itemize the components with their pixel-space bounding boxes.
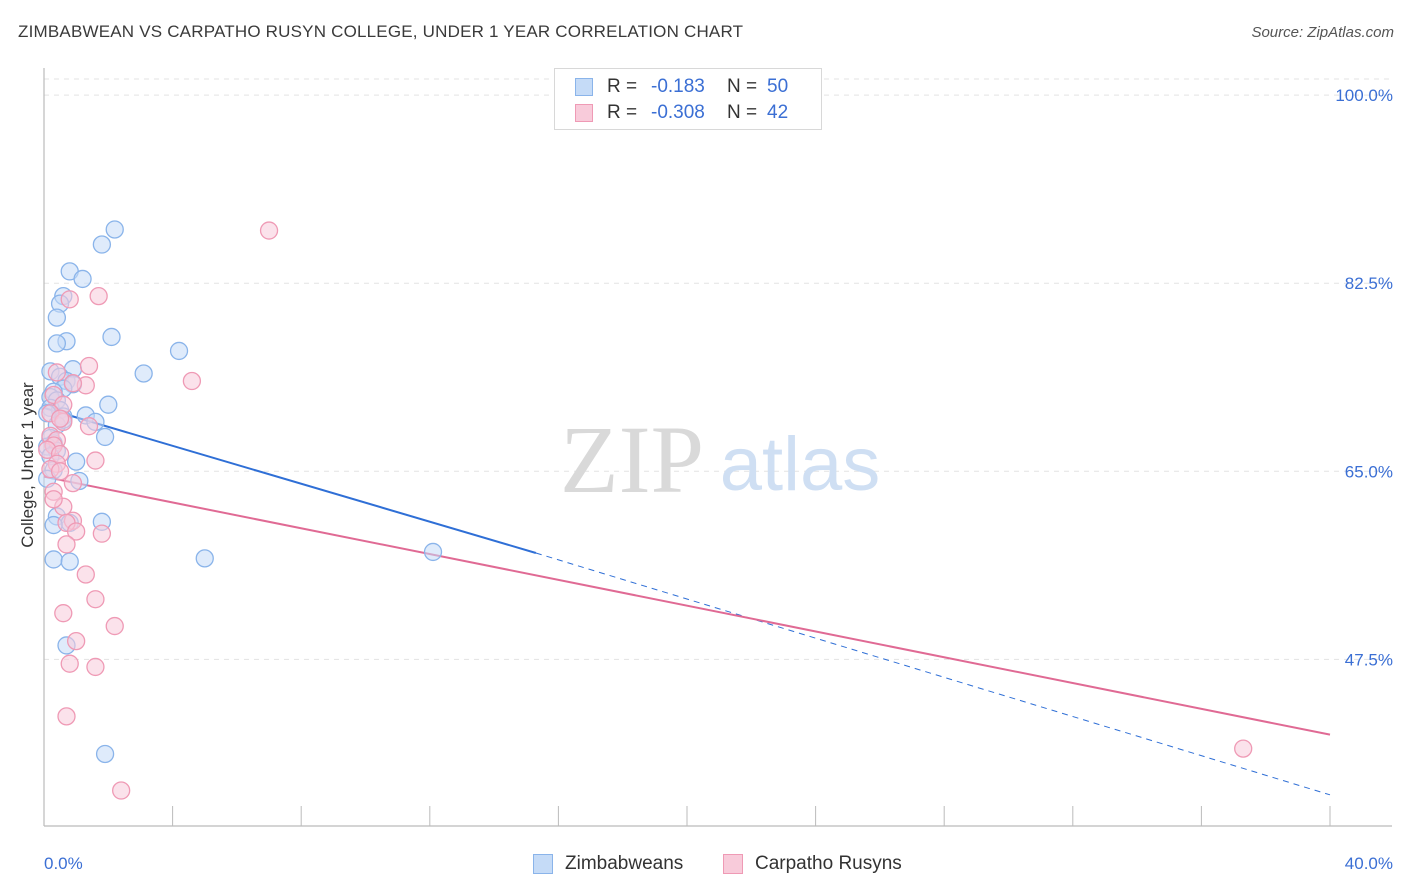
legend-n-value: 50 [767,76,789,97]
point-zimbabwean [102,327,121,347]
point-zimbabwean [73,269,92,289]
legend-r-value: -0.308 [651,102,705,123]
source-label: Source: ZipAtlas.com [1251,24,1394,41]
point-carpatho-rusyn [44,490,63,509]
point-carpatho-rusyn [50,409,70,428]
point-carpatho-rusyn [67,522,86,541]
point-carpatho-rusyn [79,356,99,376]
data-points [38,220,1253,800]
point-carpatho-rusyn [86,590,105,609]
grid-lines [44,78,1392,660]
legend-r-label: R = [607,76,638,97]
point-carpatho-rusyn [57,535,76,554]
chart-title: ZIMBABWEAN VS CARPATHO RUSYN COLLEGE, UN… [18,22,744,41]
point-carpatho-rusyn [1234,739,1253,758]
point-carpatho-rusyn [47,363,67,382]
point-carpatho-rusyn [89,286,108,306]
legend-swatch-blue [575,78,593,96]
legend-n-value: 42 [767,102,789,123]
point-zimbabwean [95,427,115,447]
bottom-legend-carpatho-rusyns: Carpatho Rusyns [723,852,902,876]
point-carpatho-rusyn [105,616,124,636]
bottom-legend-zimbabweans: Zimbabweans [533,852,683,876]
point-carpatho-rusyn [259,221,279,240]
point-zimbabwean [47,308,67,327]
trendline-zimbabweans-extension [535,552,1331,796]
point-zimbabwean [44,550,63,569]
point-zimbabwean [105,220,124,239]
point-carpatho-rusyn [54,604,73,623]
point-zimbabwean [169,341,189,361]
point-zimbabwean [134,364,153,383]
point-carpatho-rusyn [60,290,79,309]
trendline-zimbabweans [43,406,537,554]
point-zimbabwean [60,552,79,571]
point-carpatho-rusyn [92,524,112,543]
point-zimbabwean [99,395,118,414]
legend-r-value: -0.183 [651,76,705,97]
bottom-legend-label: Zimbabweans [565,853,684,874]
point-carpatho-rusyn [63,473,83,493]
bottom-legend-label: Carpatho Rusyns [755,853,902,874]
point-carpatho-rusyn [86,657,105,677]
point-zimbabwean [47,334,67,353]
legend-row-carpatho-rusyns: R = -0.308 N = 42 [575,100,788,126]
point-carpatho-rusyn [86,451,105,470]
axes [43,68,1392,827]
point-zimbabwean [92,235,112,254]
x-tick-label: 40.0% [1345,854,1393,873]
legend-n-label: N = [727,102,758,123]
point-carpatho-rusyn [67,631,86,651]
point-carpatho-rusyn [76,565,95,584]
point-zimbabwean [195,549,214,568]
point-carpatho-rusyn [60,654,79,673]
point-carpatho-rusyn [182,371,202,391]
legend-r-label: R = [607,102,638,123]
point-zimbabwean [95,744,115,764]
trendline-carpatho-rusyns [43,475,1331,736]
bottom-legend-swatch-pink [723,854,743,874]
legend-n-label: N = [727,76,758,97]
legend-swatch-pink [575,104,593,122]
point-carpatho-rusyn [57,707,76,726]
point-carpatho-rusyn [63,374,83,393]
watermark-zip: ZIP [560,406,704,513]
bottom-legend-swatch-blue [533,854,553,874]
y-tick-label: 65.0% [1345,462,1393,481]
point-carpatho-rusyn [79,417,99,436]
y-tick-label: 82.5% [1345,274,1393,293]
y-axis-label: College, Under 1 year [18,382,37,548]
legend-row-zimbabweans: R = -0.183 N = 50 [575,74,788,100]
y-tick-label: 100.0% [1335,86,1393,105]
point-carpatho-rusyn [50,462,70,481]
tick-labels: 47.5% 65.0% 82.5% 100.0% 0.0% 40.0% [44,86,1393,873]
y-tick-label: 47.5% [1345,650,1393,669]
x-tick-label: 0.0% [44,854,83,873]
point-carpatho-rusyn [112,781,131,800]
point-zimbabwean [423,542,443,562]
point-zimbabwean [67,452,86,471]
correlation-legend: R = -0.183 N = 50 R = -0.308 N = 42 [554,68,822,130]
watermark-atlas: atlas [720,422,881,507]
trendlines [43,406,1331,796]
